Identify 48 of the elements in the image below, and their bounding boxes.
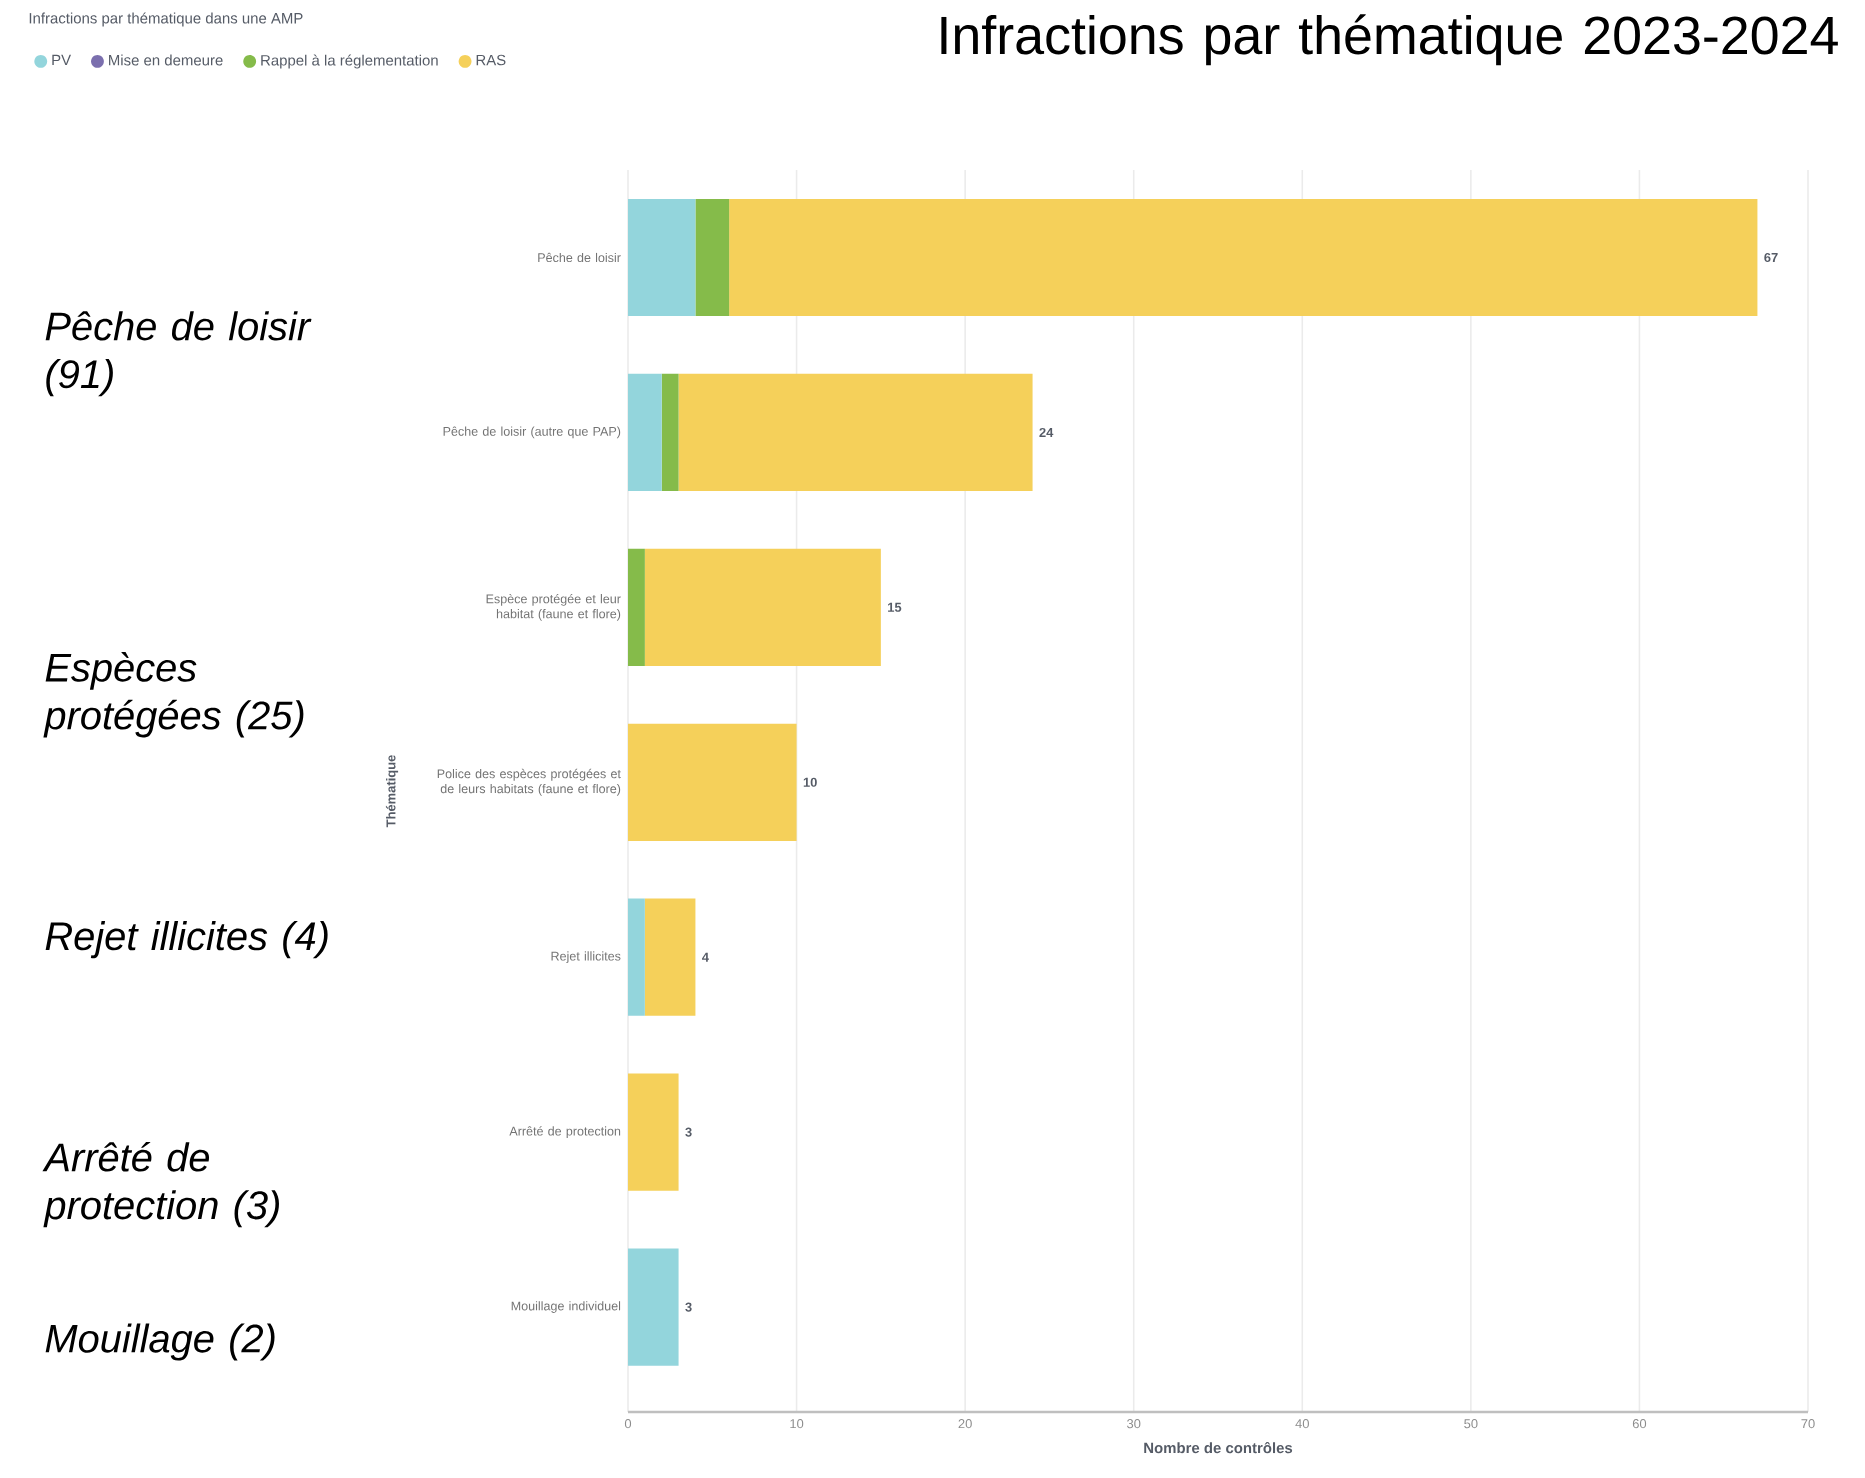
x-tick-label: 50 <box>1464 1419 1478 1429</box>
text: Infractions par thématique dans une AMP <box>29 12 303 27</box>
bar <box>628 1248 679 1366</box>
bar <box>661 373 679 492</box>
text: Rejet illicites (4) <box>45 921 328 959</box>
bar <box>644 898 696 1016</box>
bar <box>628 898 645 1016</box>
bar <box>628 198 696 317</box>
legend-label: RAS <box>476 54 506 66</box>
text: Espèces protégées (25) <box>43 652 304 738</box>
x-tick-label: 10 <box>790 1419 804 1429</box>
bar <box>678 373 1033 492</box>
y-tick-label: Rejet illicites <box>551 951 621 964</box>
total-label: 3 <box>685 1127 692 1137</box>
total-label: 24 <box>1039 427 1054 437</box>
total-label: 15 <box>888 602 902 612</box>
x-axis-title: Nombre de contrôles <box>1144 1441 1293 1454</box>
total-label: 4 <box>702 952 709 962</box>
text: Arrêté de protection (3) <box>42 1141 279 1228</box>
x-tick-label: 30 <box>1127 1419 1141 1429</box>
total-label: 10 <box>803 777 817 787</box>
bar <box>628 1073 679 1191</box>
bar <box>729 198 1758 317</box>
chart-title: Infractions par thématique 2023-2024 <box>941 14 1838 66</box>
legend-label: PV <box>52 54 71 66</box>
text: Pêche de loisir (91) <box>45 311 312 397</box>
bar <box>628 723 797 841</box>
y-tick-label: Pêche de loisir <box>538 252 621 263</box>
y-tick-label: Arrêté de protection <box>509 1126 621 1139</box>
bar <box>644 548 881 666</box>
x-tick-label: 0 <box>624 1419 632 1429</box>
y-axis-title: Thématique <box>385 755 399 828</box>
x-tick-label: 40 <box>1295 1419 1309 1429</box>
legend-label: Mise en demeure <box>109 54 223 66</box>
bar <box>628 548 645 666</box>
y-tick-label: Espèce protégée et leur habitat (faune et flore) <box>486 593 621 621</box>
bar <box>628 373 662 492</box>
total-label: 67 <box>1764 252 1778 263</box>
y-tick-label: Pêche de loisir (autre que PAP) <box>443 426 621 439</box>
x-tick-label: 20 <box>958 1419 972 1429</box>
text: Mouillage (2) <box>45 1323 275 1361</box>
legend-label: Rappel à la réglementation <box>261 54 438 69</box>
total-label: 3 <box>685 1302 692 1312</box>
x-tick-label: 70 <box>1801 1419 1815 1429</box>
x-tick-label: 60 <box>1632 1419 1647 1429</box>
y-tick-label: Mouillage individuel <box>511 1301 621 1313</box>
bar <box>695 198 730 317</box>
y-tick-label: Police des espèces protégées et de leurs habitats (faune et flore) <box>437 768 621 796</box>
